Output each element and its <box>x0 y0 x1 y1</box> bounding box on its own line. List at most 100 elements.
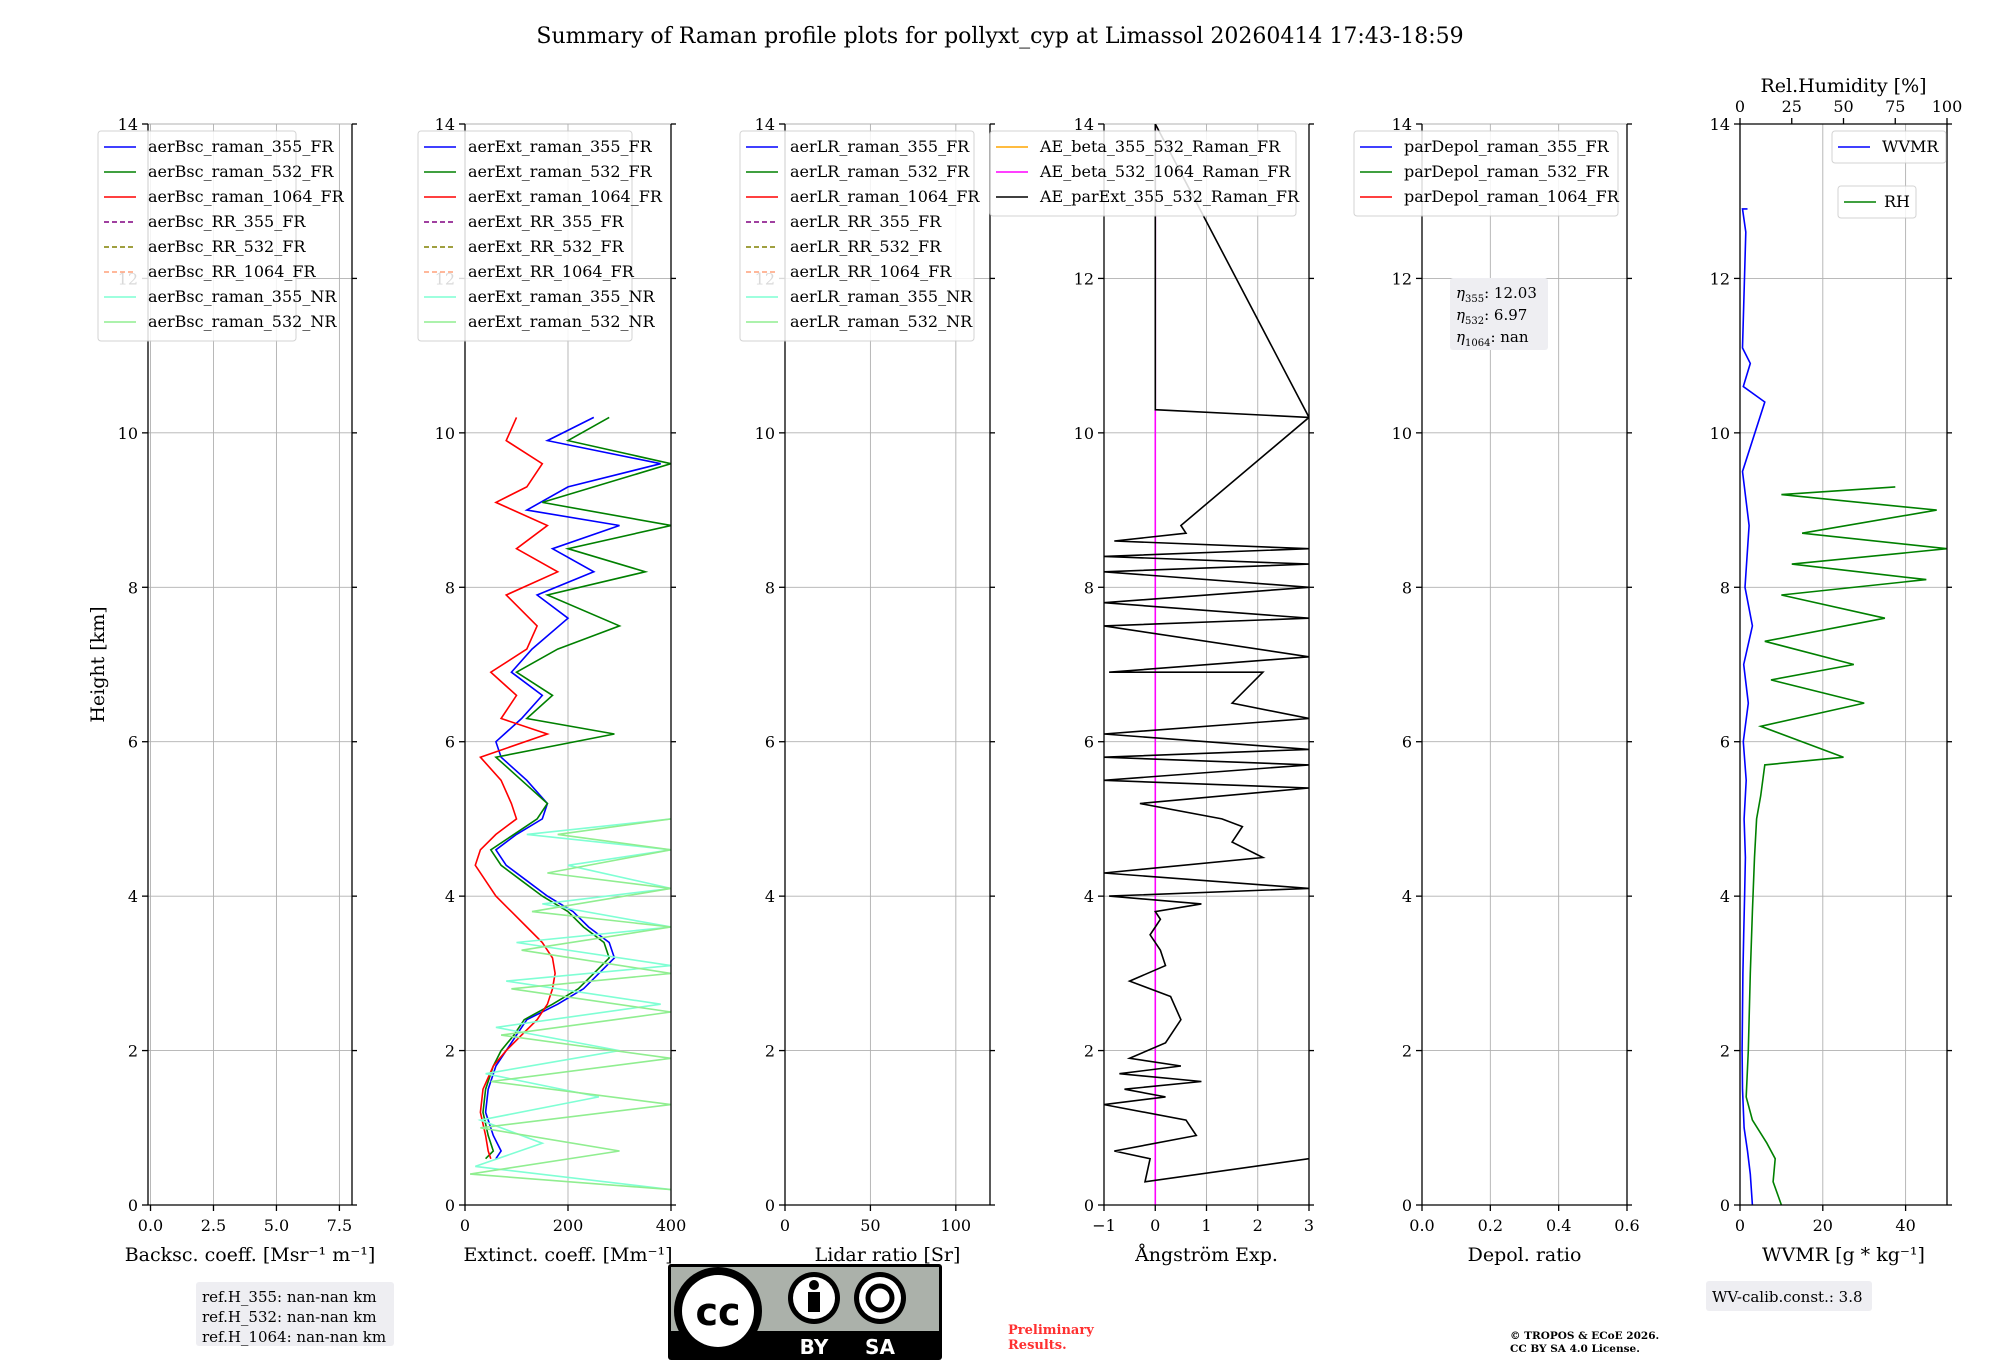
y-tick-label: 4 <box>1402 887 1412 906</box>
y-tick-label: 0 <box>1402 1196 1412 1215</box>
x-tick-label: 100 <box>941 1216 972 1235</box>
eta-355-label: η355: 12.03 <box>1456 284 1537 305</box>
y-tick-label: 2 <box>1720 1042 1730 1061</box>
series-line-aerExt_raman_532_NR <box>469 818 671 1191</box>
legend-label: aerBsc_RR_1064_FR <box>148 262 317 281</box>
legend-box <box>989 130 1297 217</box>
y-tick-label: 14 <box>1392 115 1412 134</box>
results-label: Results. <box>1008 1338 1067 1353</box>
legend-label: aerLR_raman_1064_FR <box>790 187 980 206</box>
x-axis-label: Lidar ratio [Sr] <box>815 1244 961 1266</box>
x-tick-label: 5.0 <box>264 1216 289 1235</box>
y-tick-label: 14 <box>435 115 455 134</box>
y-tick-label: 2 <box>445 1042 455 1061</box>
preliminary-label: Preliminary <box>1008 1323 1094 1338</box>
legend-label: AE_beta_355_532_Raman_FR <box>1039 137 1281 156</box>
x-tick-label: 200 <box>553 1216 584 1235</box>
y-tick-label: 4 <box>1720 887 1730 906</box>
legend-label: aerExt_raman_532_NR <box>468 312 656 331</box>
legend-label: aerLR_RR_532_FR <box>790 237 942 256</box>
y-tick-label: 8 <box>445 578 455 597</box>
x-tick-label: 0.0 <box>138 1216 163 1235</box>
y-tick-label: 8 <box>128 578 138 597</box>
y-tick-label: 12 <box>1074 269 1094 288</box>
y-tick-label: 0 <box>765 1196 775 1215</box>
legend-label: aerExt_RR_1064_FR <box>468 262 635 281</box>
legend-label: parDepol_raman_532_FR <box>1404 162 1610 181</box>
y-tick-label: 6 <box>1720 733 1730 752</box>
legend-label: aerExt_RR_532_FR <box>468 237 625 256</box>
legend-label: parDepol_raman_355_FR <box>1404 137 1610 156</box>
x-tick-label: 50 <box>860 1216 880 1235</box>
x-tick-label: 0 <box>780 1216 790 1235</box>
legend-label: aerLR_raman_355_NR <box>790 287 973 306</box>
x-tick-label: 1 <box>1201 1216 1211 1235</box>
y-tick-label: 8 <box>765 578 775 597</box>
y-tick-label: 2 <box>1402 1042 1412 1061</box>
eta-1064-label: η1064: nan <box>1456 328 1529 349</box>
legend-label: AE_parExt_355_532_Raman_FR <box>1039 187 1300 206</box>
x-tick-label: 0.6 <box>1614 1216 1639 1235</box>
series-line-aerExt_raman_355_FR <box>484 416 661 1160</box>
legend-box <box>417 130 633 342</box>
copyright-line-2: CC BY SA 4.0 License. <box>1510 1343 1640 1355</box>
legend-label: RH <box>1884 192 1910 211</box>
y-tick-label: 8 <box>1084 578 1094 597</box>
series-line-aerExt_raman_532_FR <box>482 416 671 1160</box>
legend-label: aerExt_raman_1064_FR <box>468 187 663 206</box>
x-tick-label: −1 <box>1092 1216 1116 1235</box>
legend-label: WVMR <box>1882 137 1939 156</box>
legend-label: AE_beta_532_1064_Raman_FR <box>1039 162 1291 181</box>
x-tick-label: 0.2 <box>1478 1216 1503 1235</box>
legend-label: aerBsc_raman_532_FR <box>148 162 334 181</box>
y-tick-label: 4 <box>1084 887 1094 906</box>
ref-height-box: ref.H_355: nan-nan km ref.H_532: nan-nan… <box>196 1282 394 1346</box>
legend-label: aerLR_RR_1064_FR <box>790 262 952 281</box>
x-tick-label: 0 <box>460 1216 470 1235</box>
x-axis-label: Backsc. coeff. [Msr⁻¹ m⁻¹] <box>125 1244 376 1266</box>
x-axis-label: WVMR [g * kg⁻¹] <box>1762 1244 1925 1266</box>
y-tick-label: 12 <box>1710 269 1730 288</box>
legend-label: aerBsc_raman_532_NR <box>148 312 337 331</box>
ref-h-355: ref.H_355: nan-nan km <box>202 1288 377 1306</box>
y-tick-label: 8 <box>1402 578 1412 597</box>
y-tick-label: 2 <box>765 1042 775 1061</box>
x-tick-label: 2.5 <box>201 1216 226 1235</box>
y-tick-label: 0 <box>1084 1196 1094 1215</box>
legend-label: aerExt_raman_355_FR <box>468 137 653 156</box>
series-line-AE_parExt_355_532_Raman_FR <box>1104 124 1309 1183</box>
sa-label: SA <box>865 1335 895 1359</box>
legend-label: aerExt_raman_355_NR <box>468 287 656 306</box>
y-tick-label: 6 <box>445 733 455 752</box>
legend-label: aerExt_raman_532_FR <box>468 162 653 181</box>
series-line-aerExt_raman_355_NR <box>475 818 671 1191</box>
wv-calib-text: WV-calib.const.: 3.8 <box>1712 1288 1863 1306</box>
y-tick-label: 8 <box>1720 578 1730 597</box>
panel-5: 0 2 4 6 8 10 12 14 0.0 0.2 0.4 0.6 Depol. ratio parDe… <box>1353 115 1640 1266</box>
y-tick-label: 10 <box>118 424 138 443</box>
top-x-tick-label: 75 <box>1885 97 1905 116</box>
by-label: BY <box>800 1335 829 1359</box>
legend-label: aerBsc_RR_532_FR <box>148 237 306 256</box>
series-line-aerExt_raman_1064_FR <box>474 417 560 1159</box>
legend-label: aerLR_raman_532_FR <box>790 162 970 181</box>
y-tick-label: 14 <box>1074 115 1094 134</box>
eta-532-label: η532: 6.97 <box>1456 306 1527 327</box>
legend-label: aerLR_raman_532_NR <box>790 312 973 331</box>
x-tick-label: 2 <box>1253 1216 1263 1235</box>
eta-info-box: η355: 12.03 η532: 6.97 η1064: nan <box>1450 278 1548 350</box>
y-tick-label: 14 <box>1710 115 1730 134</box>
y-tick-label: 6 <box>1084 733 1094 752</box>
panel-2: 024681012140200400Extinct. coeff. [Mm⁻¹]… <box>417 115 687 1266</box>
y-tick-label: 0 <box>1720 1196 1730 1215</box>
x-tick-label: 400 <box>656 1216 687 1235</box>
x-tick-label: 0 <box>1735 1216 1745 1235</box>
legend-label: aerLR_raman_355_FR <box>790 137 970 156</box>
y-tick-label: 0 <box>445 1196 455 1215</box>
legend-label: aerBsc_raman_355_NR <box>148 287 337 306</box>
legend-label: aerExt_RR_355_FR <box>468 212 625 231</box>
